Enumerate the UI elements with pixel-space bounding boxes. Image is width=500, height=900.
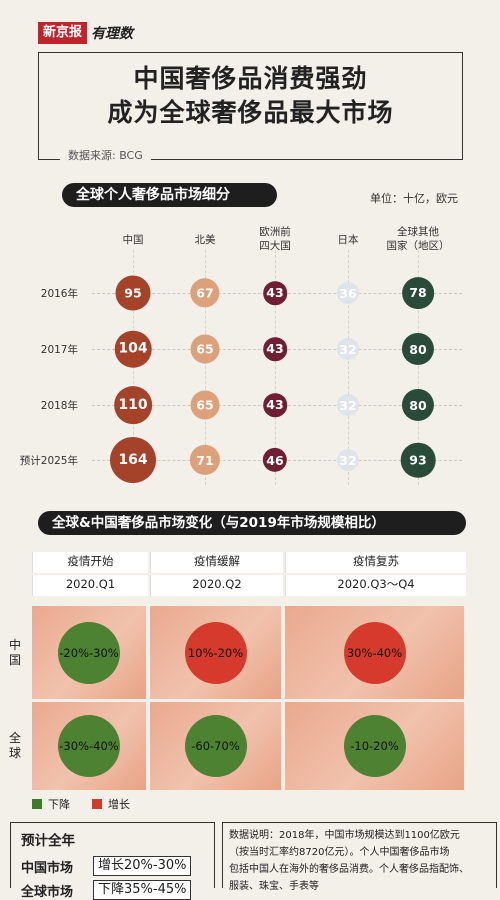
- global-market-label: 全球市场: [21, 885, 74, 900]
- bubble: 32: [337, 394, 359, 416]
- phase-header: 2020.Q3～Q4: [285, 575, 466, 596]
- brand-logo: 新京报 有理数: [38, 22, 133, 44]
- bubble: 43: [263, 281, 287, 305]
- change-circle: 10%-20%: [184, 621, 247, 684]
- grid-line: [348, 250, 349, 485]
- column-header: 中国: [122, 234, 144, 246]
- summary-box: 预计全年 中国市场 增长20%-30% 全球市场 下降35%-45%: [10, 822, 215, 900]
- phase-header: 疫情开始: [32, 552, 148, 573]
- data-note: 数据说明：2018年，中国市场规模达到1100亿欧元 （按当时汇率约8720亿元…: [222, 822, 497, 892]
- legend-up: 增长: [92, 796, 130, 812]
- phase-header: 疫情复苏: [285, 552, 466, 573]
- note-line-2: （按当时汇率约8720亿元）。个人中国奢侈品市场: [229, 847, 450, 858]
- bubble: 93: [400, 442, 436, 478]
- china-market-label: 中国市场: [21, 861, 74, 876]
- section1-title: 全球个人奢侈品市场细分: [62, 183, 277, 207]
- region-label: 全球: [8, 731, 21, 760]
- title-box: [38, 52, 463, 160]
- column-header: 北美: [194, 234, 216, 246]
- phase-header: 疫情缓解: [150, 552, 283, 573]
- change-circle: -30%-40%: [58, 715, 120, 777]
- bubble: 32: [337, 338, 359, 360]
- row-label: 2018年: [40, 400, 78, 412]
- note-line-4: 服装、珠宝、手表等: [229, 881, 319, 892]
- bubble: 32: [337, 449, 359, 471]
- grid-line: [418, 250, 419, 485]
- section2-title: 全球&中国奢侈品市场变化（与2019年市场规模相比）: [38, 511, 466, 535]
- unit-label: 单位：十亿，欧元: [370, 192, 458, 205]
- legend-up-swatch: [92, 799, 102, 809]
- legend-down: 下降: [32, 796, 70, 812]
- brand-sub: 有理数: [91, 26, 134, 42]
- region-label: 中国: [8, 637, 21, 667]
- change-circle: -20%-30%: [58, 621, 120, 684]
- row-label: 2016年: [40, 288, 78, 300]
- bubble: 80: [401, 388, 435, 422]
- page-title: 中国奢侈品消费强劲 成为全球奢侈品最大市场: [38, 62, 463, 130]
- phase-header: 2020.Q1: [32, 575, 148, 596]
- legend-down-swatch: [32, 799, 42, 809]
- note-line-1: 数据说明：2018年，中国市场规模达到1100亿欧元: [229, 830, 460, 841]
- legend-down-label: 下降: [48, 798, 70, 811]
- china-market-value: 增长20%-30%: [93, 856, 192, 876]
- title-line-1: 中国奢侈品消费强劲: [133, 64, 368, 93]
- bubble: 104: [114, 330, 152, 368]
- bubble: 80: [401, 332, 435, 366]
- bubble: 65: [190, 390, 220, 420]
- row-label: 预计2025年: [19, 455, 78, 467]
- bubble: 46: [262, 447, 288, 473]
- summary-title: 预计全年: [21, 833, 75, 849]
- bubble: 43: [263, 393, 287, 417]
- row-label: 2017年: [40, 344, 78, 356]
- bubble: 110: [114, 386, 152, 424]
- title-line-2: 成为全球奢侈品最大市场: [107, 98, 394, 127]
- change-circle: -10-20%: [343, 715, 406, 777]
- data-source: 数据来源: BCG: [60, 147, 151, 163]
- change-circle: -60-70%: [184, 715, 247, 777]
- bubble: 164: [110, 437, 156, 483]
- brand-main: 新京报: [38, 22, 88, 44]
- bubble: 65: [190, 334, 220, 364]
- bubble: 36: [337, 282, 359, 304]
- bubble: 95: [115, 275, 151, 311]
- bubble: 78: [402, 277, 434, 309]
- column-header: 全球其他 国家（地区）: [386, 226, 450, 252]
- change-circle: 30%-40%: [343, 621, 406, 684]
- global-market-value: 下降35%-45%: [93, 880, 192, 900]
- column-header: 日本: [337, 234, 359, 246]
- grid-line: [133, 250, 134, 485]
- grid-line: [275, 250, 276, 485]
- grid-line: [205, 250, 206, 485]
- bubble: 71: [189, 444, 221, 476]
- phase-header: 2020.Q2: [150, 575, 283, 596]
- bubble: 67: [190, 278, 220, 308]
- bubble: 43: [263, 337, 287, 361]
- column-header: 欧洲前 四大国: [259, 226, 291, 252]
- note-line-3: 包括中国人在海外的奢侈品消费。个人奢侈品指配饰、: [229, 864, 469, 875]
- legend-up-label: 增长: [108, 798, 130, 811]
